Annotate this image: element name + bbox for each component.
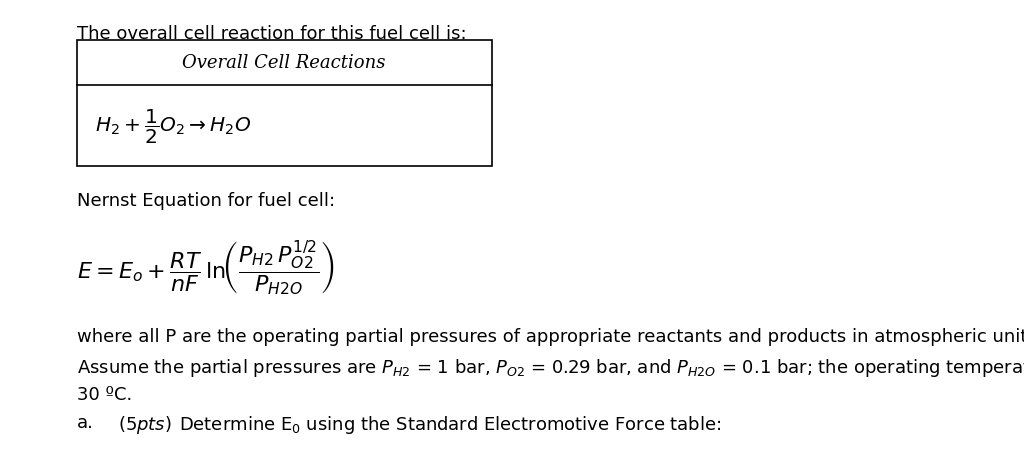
Text: Nernst Equation for fuel cell:: Nernst Equation for fuel cell: (77, 192, 335, 210)
Text: a.: a. (77, 413, 93, 431)
Text: Determine E$_0$ using the Standard Electromotive Force table:: Determine E$_0$ using the Standard Elect… (179, 413, 722, 435)
Text: $\bf{\mathit{(5pts)}}$: $\bf{\mathit{(5pts)}}$ (118, 413, 172, 435)
Text: The overall cell reaction for this fuel cell is:: The overall cell reaction for this fuel … (77, 25, 466, 43)
Text: $\mathit{E} = \mathit{E}_o + \dfrac{\mathit{RT}}{\mathit{nF}}\,\mathrm{ln}\!\lef: $\mathit{E} = \mathit{E}_o + \dfrac{\mat… (77, 239, 334, 298)
Text: Overall Cell Reactions: Overall Cell Reactions (182, 54, 386, 72)
Text: $\mathit{H}_2 + \dfrac{1}{2}\mathit{O}_2 \rightarrow \mathit{H}_2\mathit{O}$: $\mathit{H}_2 + \dfrac{1}{2}\mathit{O}_2… (95, 107, 252, 145)
Text: Assume the partial pressures are $\mathit{P}_{H2}$ = 1 bar, $\mathit{P}_{O2}$ = : Assume the partial pressures are $\mathi… (77, 356, 1024, 378)
Text: 30 ºC.: 30 ºC. (77, 386, 132, 404)
Bar (77, 41, 492, 167)
Text: where all P are the operating partial pressures of appropriate reactants and pro: where all P are the operating partial pr… (77, 327, 1024, 345)
